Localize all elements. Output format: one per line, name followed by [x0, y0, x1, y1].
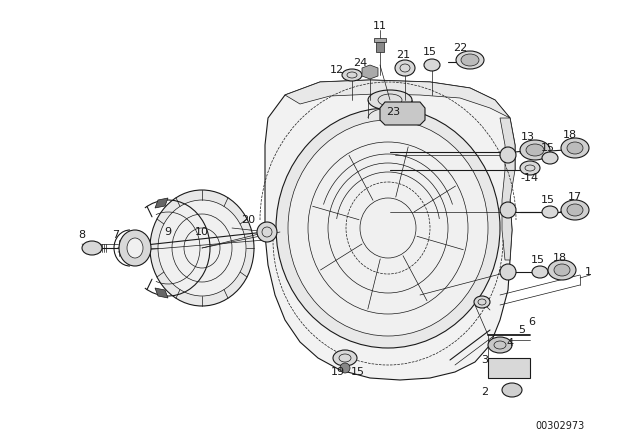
Text: 00302973: 00302973: [536, 421, 584, 431]
Text: 8: 8: [79, 230, 86, 240]
Polygon shape: [500, 118, 515, 260]
Ellipse shape: [567, 142, 583, 154]
Text: 19: 19: [331, 367, 345, 377]
Text: 7: 7: [113, 230, 120, 240]
Polygon shape: [374, 38, 386, 42]
Polygon shape: [285, 80, 510, 118]
Ellipse shape: [561, 138, 589, 158]
Ellipse shape: [395, 60, 415, 76]
Ellipse shape: [257, 222, 277, 242]
Ellipse shape: [500, 147, 516, 163]
Ellipse shape: [520, 140, 550, 160]
Ellipse shape: [567, 204, 583, 216]
Text: 12: 12: [330, 65, 344, 75]
Polygon shape: [376, 42, 384, 52]
Text: 18: 18: [563, 130, 577, 140]
Ellipse shape: [424, 59, 440, 71]
Ellipse shape: [488, 337, 512, 353]
Text: 4: 4: [506, 338, 513, 348]
Polygon shape: [362, 65, 378, 79]
Polygon shape: [488, 358, 530, 378]
Text: 15: 15: [423, 47, 437, 57]
Ellipse shape: [150, 190, 254, 306]
Ellipse shape: [342, 69, 362, 81]
Text: 13: 13: [521, 132, 535, 142]
Ellipse shape: [276, 108, 500, 348]
Text: 9: 9: [164, 227, 172, 237]
Text: 15: 15: [541, 195, 555, 205]
Ellipse shape: [500, 202, 516, 218]
Ellipse shape: [127, 238, 143, 258]
Ellipse shape: [456, 51, 484, 69]
Ellipse shape: [340, 363, 350, 373]
Ellipse shape: [554, 264, 570, 276]
Polygon shape: [155, 288, 168, 298]
Ellipse shape: [526, 144, 544, 156]
Text: 23: 23: [386, 107, 400, 117]
Ellipse shape: [548, 260, 576, 280]
Ellipse shape: [119, 230, 151, 266]
Text: 20: 20: [241, 215, 255, 225]
Ellipse shape: [288, 120, 488, 336]
Ellipse shape: [502, 383, 522, 397]
Ellipse shape: [474, 296, 490, 308]
Text: 18: 18: [553, 253, 567, 263]
Ellipse shape: [158, 200, 246, 296]
Text: 15: 15: [531, 255, 545, 265]
Ellipse shape: [368, 90, 412, 110]
Text: 24: 24: [353, 58, 367, 68]
Polygon shape: [155, 198, 168, 208]
Ellipse shape: [82, 241, 102, 255]
Text: 2: 2: [481, 387, 488, 397]
Text: -14: -14: [521, 173, 539, 183]
Ellipse shape: [542, 152, 558, 164]
Ellipse shape: [333, 350, 357, 366]
Ellipse shape: [520, 161, 540, 175]
Text: 3: 3: [481, 355, 488, 365]
Ellipse shape: [532, 266, 548, 278]
Text: 17: 17: [568, 192, 582, 202]
Text: 15: 15: [351, 367, 365, 377]
Ellipse shape: [561, 200, 589, 220]
Text: 5: 5: [518, 325, 525, 335]
Text: 15: 15: [541, 143, 555, 153]
Polygon shape: [265, 80, 515, 380]
Text: 1: 1: [584, 267, 591, 277]
Ellipse shape: [500, 264, 516, 280]
Ellipse shape: [542, 206, 558, 218]
Text: 11: 11: [373, 21, 387, 31]
Text: 6: 6: [529, 317, 536, 327]
Text: 22: 22: [453, 43, 467, 53]
Polygon shape: [380, 102, 425, 125]
Text: 10: 10: [195, 227, 209, 237]
Text: 21: 21: [396, 50, 410, 60]
Ellipse shape: [461, 54, 479, 66]
